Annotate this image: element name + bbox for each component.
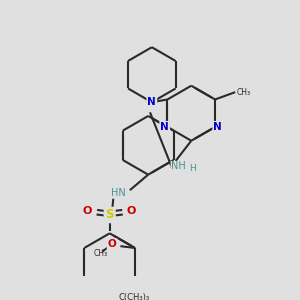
Text: N: N (213, 122, 222, 132)
Text: C(CH₃)₃: C(CH₃)₃ (118, 293, 149, 300)
Text: S: S (105, 208, 114, 221)
Text: O: O (108, 239, 116, 249)
Text: H: H (189, 164, 196, 173)
Text: O: O (83, 206, 92, 216)
Text: CH₃: CH₃ (93, 249, 107, 258)
Text: N: N (160, 122, 169, 132)
Text: O: O (127, 206, 136, 216)
Text: N: N (148, 97, 156, 107)
Text: CH₃: CH₃ (237, 88, 251, 97)
Text: NH: NH (171, 161, 186, 171)
Text: HN: HN (112, 188, 126, 198)
